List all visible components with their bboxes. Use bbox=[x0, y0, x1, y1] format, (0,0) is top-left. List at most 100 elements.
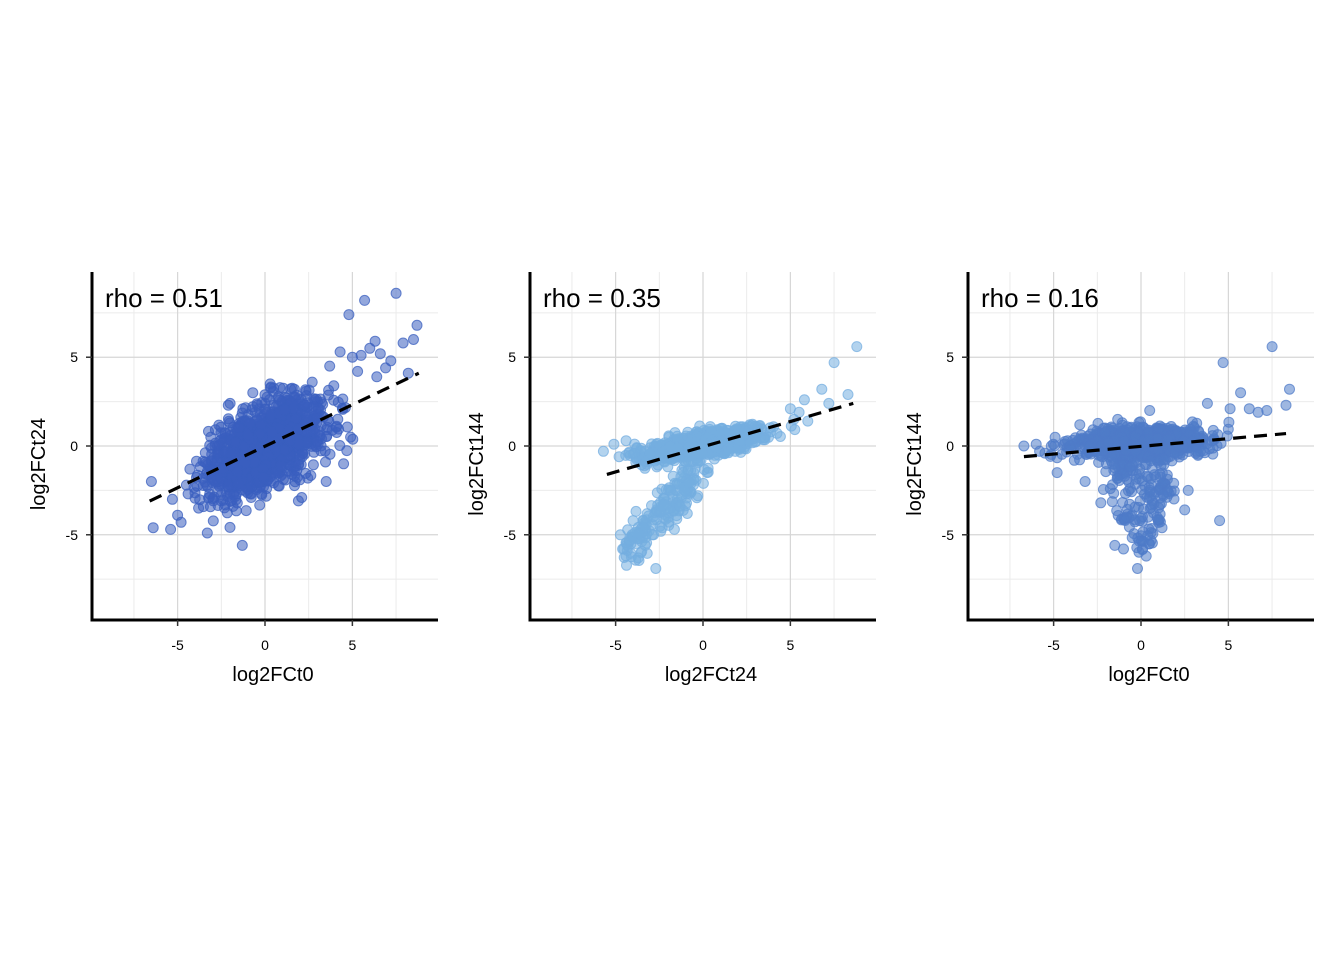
point bbox=[172, 509, 184, 521]
point bbox=[397, 337, 409, 349]
point bbox=[242, 429, 254, 441]
point bbox=[364, 342, 376, 354]
point bbox=[1157, 477, 1169, 489]
point bbox=[1095, 497, 1107, 509]
scatter-panel-3: -5 0 5 -5 0 5 log2FCt0 log2FCt144 rho = 0.16 bbox=[904, 272, 1314, 686]
x-tick-label: 5 bbox=[786, 637, 794, 653]
point bbox=[630, 505, 642, 517]
point bbox=[1179, 504, 1191, 516]
point bbox=[182, 488, 194, 500]
point bbox=[1158, 453, 1170, 465]
point bbox=[205, 431, 217, 443]
point bbox=[1146, 523, 1158, 534]
point bbox=[402, 367, 414, 379]
points bbox=[597, 341, 863, 574]
point bbox=[345, 431, 357, 443]
point bbox=[802, 415, 814, 427]
point bbox=[1051, 467, 1063, 479]
point bbox=[338, 458, 350, 470]
point bbox=[692, 457, 704, 469]
point bbox=[672, 442, 684, 454]
point bbox=[334, 346, 346, 358]
y-tick-label: -5 bbox=[942, 527, 955, 543]
point bbox=[215, 434, 227, 445]
point bbox=[1144, 405, 1156, 416]
point bbox=[1130, 473, 1142, 485]
y-tick-label: 0 bbox=[946, 438, 954, 454]
point bbox=[1124, 461, 1136, 473]
point bbox=[671, 513, 683, 525]
y-tick-label: 0 bbox=[508, 438, 516, 454]
point bbox=[1152, 432, 1164, 443]
point bbox=[390, 287, 402, 299]
point bbox=[683, 477, 695, 489]
point bbox=[1182, 484, 1194, 496]
scatter-panel-2: -5 0 5 -5 0 5 log2FCt24 log2FCt144 rho = 0.35 bbox=[466, 272, 876, 686]
point bbox=[1155, 498, 1167, 510]
point bbox=[771, 427, 783, 439]
point bbox=[313, 426, 325, 437]
point bbox=[166, 493, 178, 505]
points bbox=[145, 287, 423, 551]
point bbox=[230, 505, 242, 517]
x-tick-label: 5 bbox=[1224, 637, 1232, 653]
point bbox=[184, 463, 196, 475]
point bbox=[320, 476, 332, 487]
point bbox=[597, 445, 609, 457]
point bbox=[1134, 463, 1146, 475]
x-tick-label: -5 bbox=[609, 637, 622, 653]
x-tick-label: 0 bbox=[699, 637, 707, 653]
fit-line bbox=[148, 371, 420, 503]
point bbox=[199, 456, 211, 468]
y-tick-label: 5 bbox=[70, 349, 78, 365]
point bbox=[320, 456, 331, 468]
point bbox=[1214, 515, 1226, 527]
point bbox=[697, 477, 709, 489]
point bbox=[307, 459, 319, 471]
point bbox=[225, 447, 237, 459]
point bbox=[784, 403, 796, 415]
point bbox=[201, 527, 213, 539]
point bbox=[249, 457, 260, 469]
point bbox=[254, 428, 266, 440]
y-axis-title: log2FCt144 bbox=[904, 412, 926, 515]
point bbox=[1056, 448, 1068, 460]
point bbox=[1132, 563, 1143, 574]
point bbox=[290, 412, 302, 424]
point bbox=[1126, 532, 1138, 544]
point bbox=[679, 485, 690, 497]
point bbox=[332, 413, 344, 425]
point bbox=[1235, 387, 1247, 399]
point bbox=[165, 523, 177, 535]
point bbox=[1223, 416, 1235, 428]
point bbox=[279, 444, 290, 456]
point bbox=[1197, 445, 1209, 457]
point bbox=[244, 417, 256, 429]
point bbox=[639, 539, 651, 551]
point bbox=[627, 515, 639, 527]
point bbox=[692, 490, 704, 502]
point bbox=[193, 502, 205, 514]
point bbox=[1129, 430, 1141, 442]
point bbox=[1109, 462, 1121, 474]
point bbox=[1099, 426, 1111, 438]
point bbox=[224, 521, 236, 533]
point bbox=[264, 378, 276, 390]
point bbox=[1252, 406, 1264, 418]
point bbox=[319, 445, 331, 457]
point bbox=[1100, 466, 1112, 478]
point bbox=[296, 492, 308, 503]
point bbox=[311, 435, 323, 447]
point bbox=[1266, 341, 1278, 353]
point bbox=[247, 387, 259, 399]
point bbox=[254, 499, 266, 511]
point bbox=[675, 471, 687, 483]
y-axis-title: log2FCt24 bbox=[28, 418, 50, 510]
point bbox=[147, 522, 159, 534]
point bbox=[260, 490, 272, 502]
point bbox=[1018, 440, 1030, 452]
point bbox=[1144, 484, 1156, 496]
point bbox=[1121, 511, 1132, 523]
x-tick-label: 5 bbox=[348, 637, 356, 653]
point bbox=[816, 383, 828, 395]
